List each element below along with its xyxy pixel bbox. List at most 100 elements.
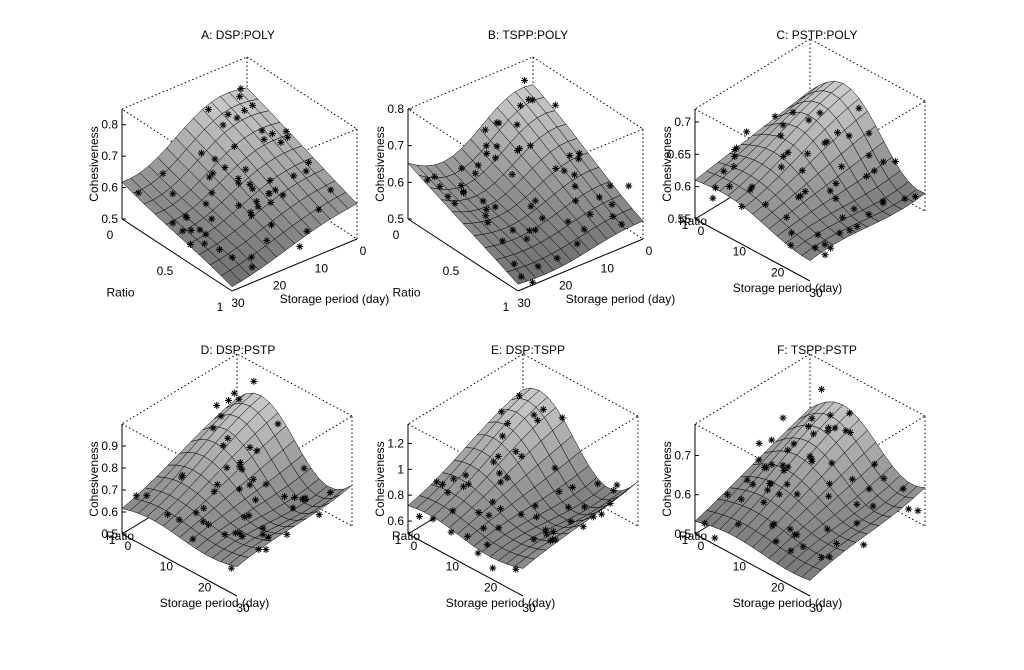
observation-marker: [823, 525, 831, 533]
observation-marker: [832, 180, 840, 188]
observation-marker: [216, 246, 224, 254]
z-tick-label: 0.5: [101, 527, 118, 541]
observation-marker: [512, 565, 520, 573]
observations: [701, 385, 922, 561]
observation-marker: [326, 488, 334, 496]
observation-marker: [625, 182, 633, 190]
storage-tick-label: 30: [809, 286, 823, 300]
observation-marker: [805, 422, 813, 430]
storage-tick-label: 20: [771, 265, 785, 279]
observation-marker: [236, 462, 244, 470]
observation-marker: [230, 389, 238, 397]
panel-title: D: DSP:PSTP: [201, 343, 276, 357]
observation-marker: [784, 446, 792, 454]
observation-marker: [539, 405, 547, 413]
ratio-tick-label: 1: [503, 300, 510, 314]
observation-marker: [236, 529, 244, 537]
observation-marker: [832, 195, 840, 203]
observation-marker: [720, 167, 728, 175]
surface: [407, 387, 639, 569]
observation-marker: [439, 480, 447, 488]
panel-e: E: DSP:TSPP0.60.811.2Cohesiveness00.51Ra…: [373, 343, 639, 615]
observation-marker: [253, 447, 261, 455]
observation-marker: [779, 121, 787, 129]
observation-marker: [515, 392, 523, 400]
observation-marker: [530, 535, 538, 543]
ratio-axis-label: Ratio: [392, 529, 420, 543]
observation-marker: [533, 513, 541, 521]
observation-marker: [726, 183, 734, 191]
observation-marker: [268, 130, 276, 138]
storage-tick-label: 10: [733, 245, 747, 259]
observation-marker: [489, 498, 497, 506]
observation-marker: [838, 163, 846, 171]
observation-marker: [821, 240, 829, 248]
observation-marker: [497, 478, 505, 486]
observation-marker: [482, 142, 490, 150]
observation-marker: [831, 424, 839, 432]
z-tick-label: 0.8: [101, 461, 118, 475]
observation-marker: [175, 516, 183, 524]
observation-marker: [205, 520, 213, 528]
observation-marker: [516, 102, 524, 110]
observation-marker: [793, 490, 801, 498]
observation-marker: [826, 480, 834, 488]
observation-marker: [571, 171, 579, 179]
observation-marker: [826, 411, 834, 419]
observation-marker: [743, 128, 751, 136]
observation-marker: [777, 163, 785, 171]
observation-marker: [199, 518, 207, 526]
observation-marker: [303, 227, 311, 235]
observation-marker: [450, 475, 458, 483]
observation-marker: [575, 155, 583, 163]
observation-marker: [836, 229, 844, 237]
z-tick-label: 0.5: [674, 527, 691, 541]
observation-marker: [187, 226, 195, 234]
observation-marker: [449, 507, 457, 515]
observation-marker: [433, 478, 441, 486]
observation-marker: [552, 536, 560, 544]
observation-marker: [235, 395, 243, 403]
observation-marker: [731, 152, 739, 160]
observation-marker: [248, 212, 256, 220]
storage-tick-label: 0: [698, 224, 705, 238]
z-tick-label: 0.6: [674, 180, 691, 194]
observation-marker: [783, 213, 791, 221]
observation-marker: [471, 169, 479, 177]
observation-marker: [289, 504, 297, 512]
storage-tick-label: 20: [484, 580, 498, 594]
storage-tick-label: 30: [809, 601, 823, 615]
z-tick-label: 0.6: [101, 505, 118, 519]
observation-marker: [530, 411, 538, 419]
observation-marker: [490, 458, 498, 466]
observation-marker: [143, 492, 151, 500]
storage-tick-label: 10: [446, 560, 460, 574]
observation-marker: [737, 495, 745, 503]
observation-marker: [444, 193, 452, 201]
observation-marker: [268, 221, 276, 229]
observation-marker: [300, 464, 308, 472]
storage-tick-label: 0: [698, 539, 705, 553]
storage-tick-label: 20: [559, 279, 573, 293]
observation-marker: [768, 436, 776, 444]
z-axis-label: Cohesiveness: [373, 441, 387, 516]
observation-marker: [734, 520, 742, 528]
observation-marker: [804, 150, 812, 158]
observation-marker: [853, 222, 861, 230]
observation-marker: [783, 480, 791, 488]
observation-marker: [183, 214, 191, 222]
z-tick-label: 0.7: [674, 448, 691, 462]
observation-marker: [224, 396, 232, 404]
observation-marker: [444, 489, 452, 497]
storage-tick-label: 20: [273, 279, 287, 293]
ratio-tick-label: 1: [217, 300, 224, 314]
observation-marker: [164, 511, 172, 519]
storage-axis-label: Storage period (day): [566, 292, 675, 306]
observation-marker: [209, 424, 217, 432]
observation-marker: [901, 195, 909, 203]
observation-marker: [494, 452, 502, 460]
surface: [407, 84, 644, 285]
observation-marker: [905, 505, 913, 513]
ratio-axis-label: Ratio: [679, 529, 707, 543]
observation-marker: [808, 457, 816, 465]
